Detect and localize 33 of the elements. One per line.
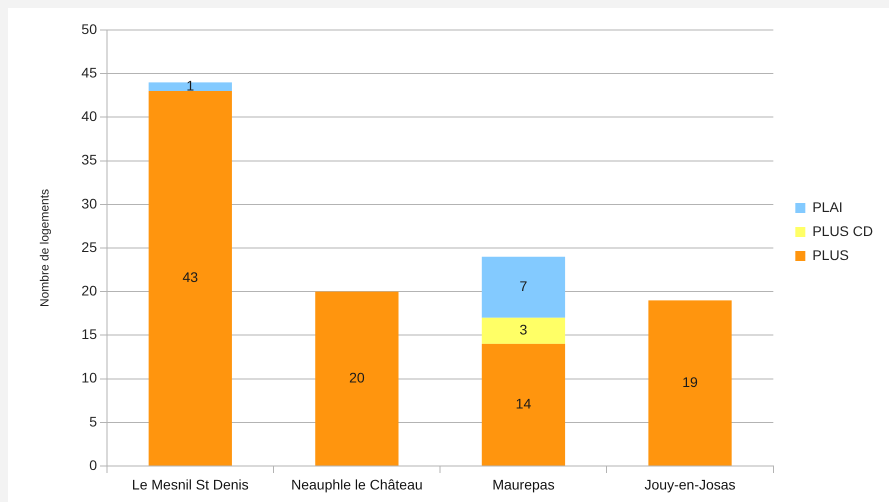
y-tick-label: 15 [81,326,98,342]
data-label: 14 [516,396,532,412]
data-label: 20 [349,369,365,386]
bar [148,82,232,92]
y-tick-label: 5 [89,413,98,430]
bar [482,318,566,344]
y-tick-label: 25 [81,238,98,255]
bar [482,256,566,318]
y-tick-label: 30 [81,195,98,212]
y-tick-label: 50 [81,20,98,37]
x-tick-label: Neauphle le Château [291,476,423,492]
x-tick-label: Le Mesnil St Denis [132,476,249,492]
data-label: 43 [182,269,198,286]
y-tick-label: 35 [81,152,98,168]
bar [148,91,232,466]
y-tick-label: 0 [89,456,98,473]
legend-label: PLUS CD [812,222,874,239]
data-label: 1 [186,78,194,94]
x-tick-label: Maurepas [492,476,555,492]
data-label: 19 [682,374,698,390]
legend-label: PLUS [812,246,849,263]
y-tick-label: 20 [81,282,98,298]
x-tick-label: Jouy-en-Josas [644,476,736,492]
y-tick-label: 45 [81,64,98,80]
legend-label: PLAI [812,198,843,215]
bar [648,300,732,466]
bar [482,344,566,466]
y-axis-title: Nombre de logements [38,188,52,308]
y-tick-label: 10 [81,370,98,386]
y-tick-label: 40 [81,108,98,124]
bar [315,292,399,466]
data-label: 3 [520,322,528,338]
data-label: 7 [520,278,528,294]
